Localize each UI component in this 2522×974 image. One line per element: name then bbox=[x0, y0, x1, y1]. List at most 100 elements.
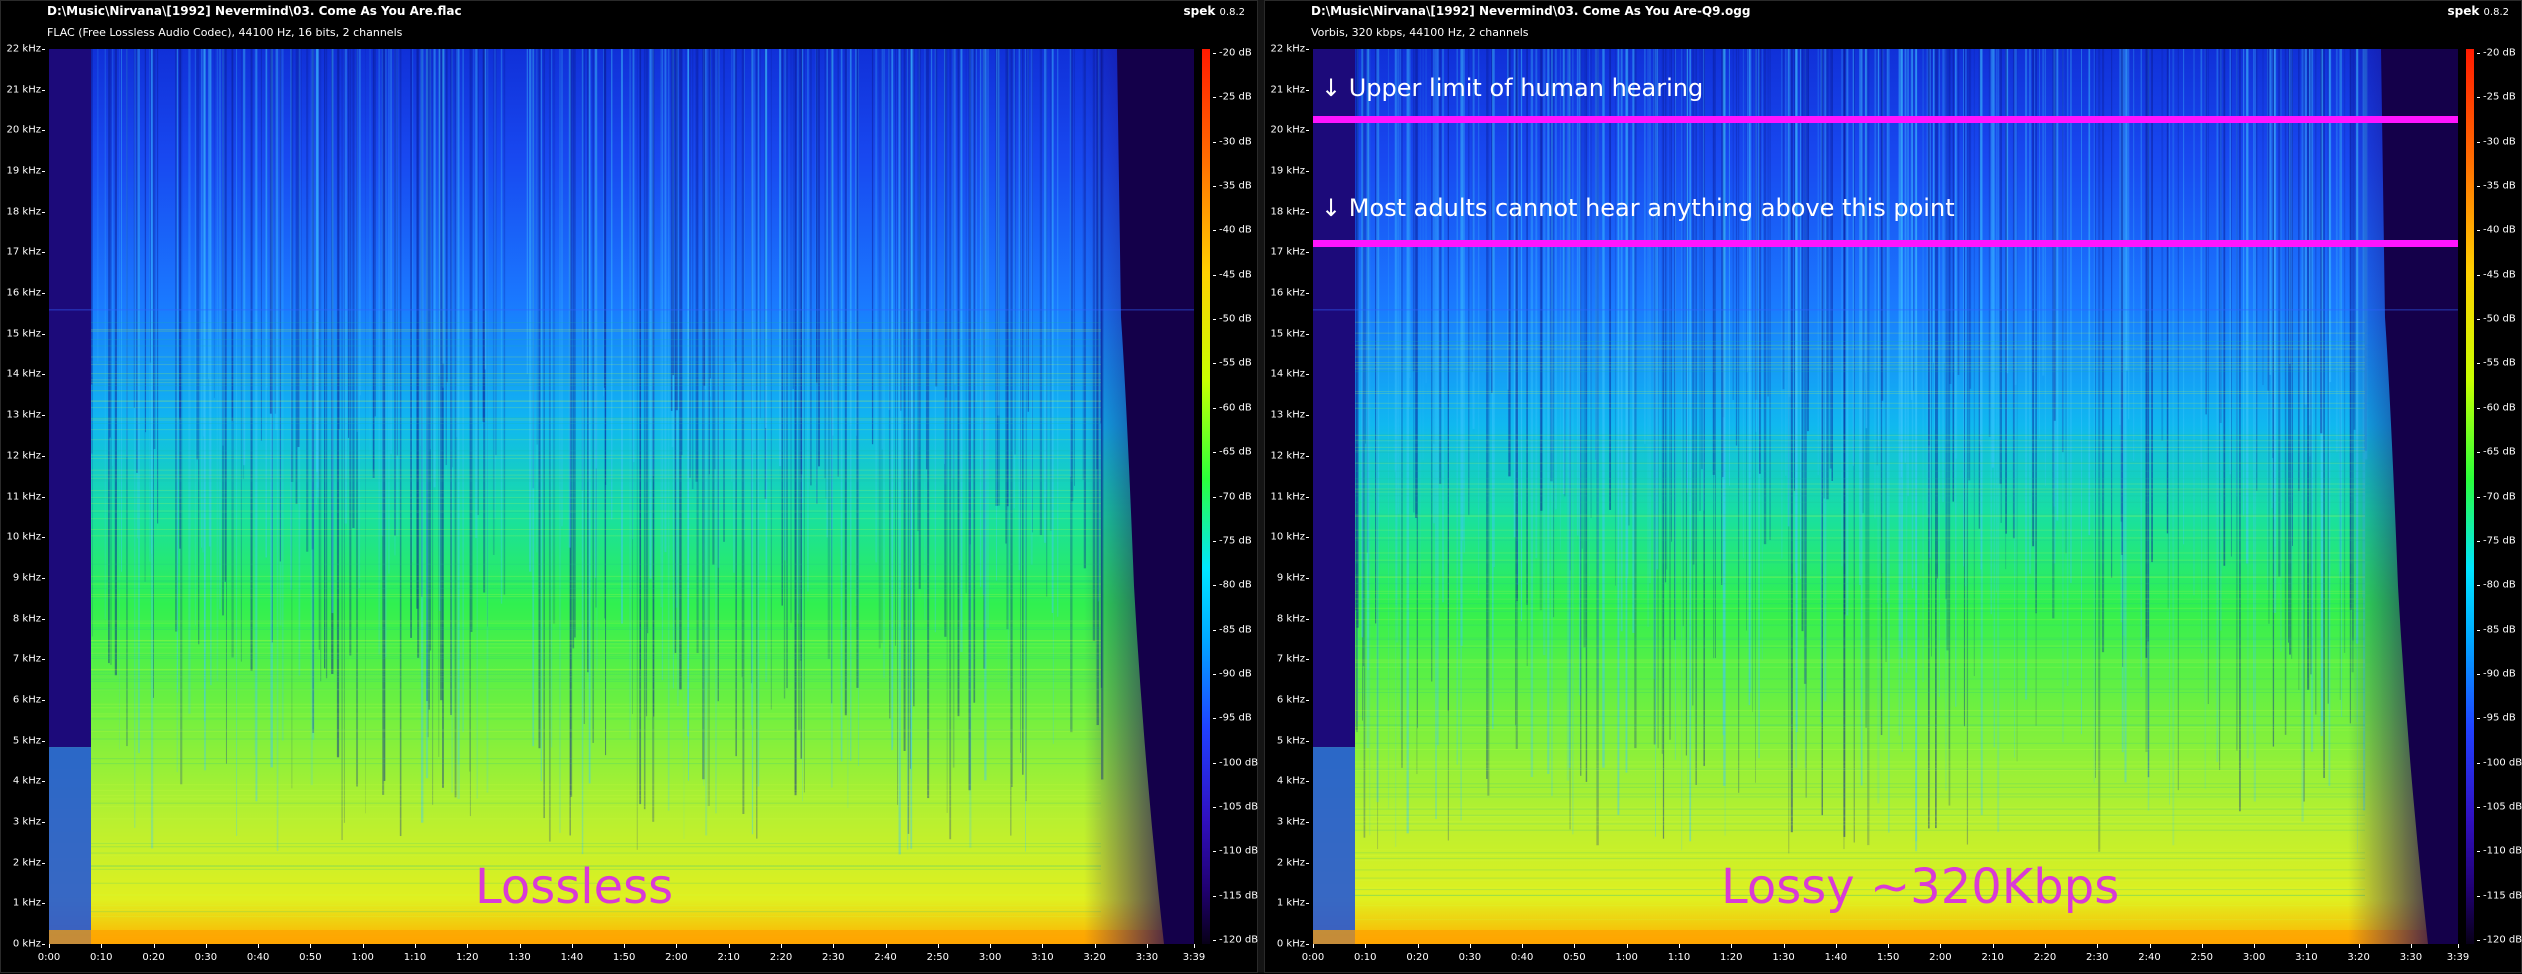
db-tick-label: -20 dB bbox=[1219, 47, 1252, 59]
time-tick-label: 1:00 bbox=[1615, 952, 1638, 963]
time-tick bbox=[1094, 944, 1096, 948]
frequency-tick bbox=[1306, 333, 1309, 335]
db-tick-label: -40 dB bbox=[1219, 224, 1252, 236]
db-tick bbox=[1213, 97, 1216, 99]
app-logo: spek 0.8.2 bbox=[1184, 4, 1246, 18]
time-tick-label: 3:10 bbox=[1031, 952, 1054, 963]
time-tick-label: 2:40 bbox=[2138, 952, 2161, 963]
time-tick-label: 1:10 bbox=[1667, 952, 1691, 963]
spectrogram-panel-flac: D:\Music\Nirvana\[1992] Nevermind\03. Co… bbox=[0, 0, 1258, 973]
time-tick-label: 2:00 bbox=[665, 952, 688, 963]
db-tick bbox=[1213, 274, 1216, 276]
frequency-tick bbox=[1306, 821, 1309, 823]
db-tick bbox=[2477, 496, 2480, 498]
time-tick-label: 0:40 bbox=[246, 952, 270, 963]
frequency-tick bbox=[1306, 903, 1309, 905]
db-tick-label: -110 dB bbox=[1219, 845, 1259, 857]
frequency-tick-label: 3 kHz bbox=[1276, 816, 1305, 828]
frequency-tick bbox=[1306, 455, 1309, 457]
time-tick-label: 1:20 bbox=[456, 952, 479, 963]
frequency-tick bbox=[42, 740, 45, 742]
frequency-tick-label: 21 kHz bbox=[1270, 84, 1305, 96]
frequency-axis: 22 kHz 21 kHz 20 kHz 19 kHz 18 kHz 17 kHz 16 k… bbox=[1265, 44, 1309, 950]
frequency-tick-label: 20 kHz bbox=[6, 124, 41, 136]
frequency-tick bbox=[1306, 537, 1309, 539]
time-tick-label: 0:30 bbox=[194, 952, 218, 963]
frequency-tick bbox=[42, 415, 45, 417]
time-tick-label: 2:30 bbox=[822, 952, 845, 963]
db-tick bbox=[2477, 718, 2480, 720]
time-tick bbox=[1992, 944, 1994, 948]
db-tick-label: -25 dB bbox=[2483, 91, 2516, 103]
time-tick bbox=[1365, 944, 1367, 948]
db-tick-label: -25 dB bbox=[1219, 91, 1252, 103]
db-axis: -20 dB -25 dB -30 dB -35 dB -40 dB -45 dB -50 … bbox=[2477, 48, 2522, 946]
codec-info: FLAC (Free Lossless Audio Codec), 44100 … bbox=[47, 26, 403, 39]
db-color-scale bbox=[2466, 49, 2474, 944]
db-tick bbox=[1213, 53, 1216, 54]
frequency-tick-label: 14 kHz bbox=[1270, 368, 1305, 380]
db-tick bbox=[1213, 895, 1216, 897]
time-tick-label: 3:20 bbox=[2347, 952, 2370, 963]
db-tick-label: -100 dB bbox=[2483, 757, 2522, 769]
frequency-tick bbox=[42, 293, 45, 295]
time-tick bbox=[2358, 944, 2360, 948]
db-tick bbox=[1213, 851, 1216, 853]
db-tick-label: -50 dB bbox=[2483, 313, 2516, 325]
time-tick-label: 3:30 bbox=[2399, 952, 2423, 963]
frequency-tick-label: 5 kHz bbox=[1276, 735, 1305, 747]
frequency-tick bbox=[42, 455, 45, 457]
db-tick-label: -60 dB bbox=[1219, 402, 1252, 414]
time-tick bbox=[1522, 944, 1524, 948]
lossless-label: Lossless bbox=[475, 859, 674, 915]
frequency-tick-label: 9 kHz bbox=[1276, 572, 1305, 584]
time-tick-label: 1:40 bbox=[560, 952, 584, 963]
time-tick bbox=[1940, 944, 1942, 948]
db-tick-label: -110 dB bbox=[2483, 845, 2522, 857]
frequency-tick-label: 18 kHz bbox=[1270, 206, 1305, 218]
time-tick bbox=[519, 944, 521, 948]
time-tick-label: 2:50 bbox=[926, 952, 950, 963]
time-tick bbox=[780, 944, 782, 948]
db-tick-label: -75 dB bbox=[1219, 535, 1252, 547]
db-tick bbox=[1213, 141, 1216, 143]
frequency-tick-label: 2 kHz bbox=[12, 857, 41, 869]
time-tick-label: 0:20 bbox=[142, 952, 165, 963]
time-tick-label: 3:20 bbox=[1083, 952, 1106, 963]
frequency-tick-label: 10 kHz bbox=[1270, 531, 1305, 543]
time-tick-label: 1:50 bbox=[612, 952, 636, 963]
db-color-scale bbox=[1202, 49, 1210, 944]
db-tick bbox=[2477, 673, 2480, 675]
frequency-tick bbox=[1306, 171, 1309, 173]
db-tick bbox=[1213, 540, 1216, 542]
time-tick bbox=[1574, 944, 1576, 948]
db-tick bbox=[2477, 407, 2480, 409]
frequency-tick-label: 11 kHz bbox=[1270, 491, 1305, 502]
time-tick bbox=[1042, 944, 1044, 948]
frequency-tick-label: 17 kHz bbox=[6, 246, 41, 258]
db-tick-label: -115 dB bbox=[1219, 890, 1259, 902]
frequency-tick bbox=[1306, 781, 1309, 783]
frequency-tick bbox=[42, 333, 45, 335]
time-tick-label: 3:00 bbox=[978, 952, 1002, 963]
db-tick bbox=[2477, 53, 2480, 54]
time-tick bbox=[2044, 944, 2046, 948]
time-tick bbox=[2254, 944, 2256, 948]
time-tick-label: 3:10 bbox=[2295, 952, 2318, 963]
frequency-tick bbox=[1306, 293, 1309, 295]
time-tick bbox=[101, 944, 103, 948]
frequency-tick-label: 21 kHz bbox=[6, 84, 41, 96]
frequency-tick-label: 22 kHz bbox=[1270, 43, 1305, 55]
app-logo: spek 0.8.2 bbox=[2448, 4, 2510, 18]
db-axis: -20 dB -25 dB -30 dB -35 dB -40 dB -45 dB -50 … bbox=[1213, 47, 1259, 946]
frequency-tick bbox=[1306, 130, 1309, 132]
time-tick-label: 0:10 bbox=[90, 952, 113, 963]
frequency-tick-label: 0 kHz bbox=[12, 938, 41, 950]
time-tick-label: 0:00 bbox=[1301, 952, 1325, 963]
time-tick bbox=[414, 944, 416, 948]
panel-divider[interactable] bbox=[1258, 0, 1264, 973]
frequency-tick-label: 6 kHz bbox=[12, 694, 41, 706]
frequency-tick-label: 7 kHz bbox=[12, 653, 41, 665]
frequency-tick bbox=[42, 49, 45, 50]
frequency-tick-label: 0 kHz bbox=[1276, 938, 1305, 950]
